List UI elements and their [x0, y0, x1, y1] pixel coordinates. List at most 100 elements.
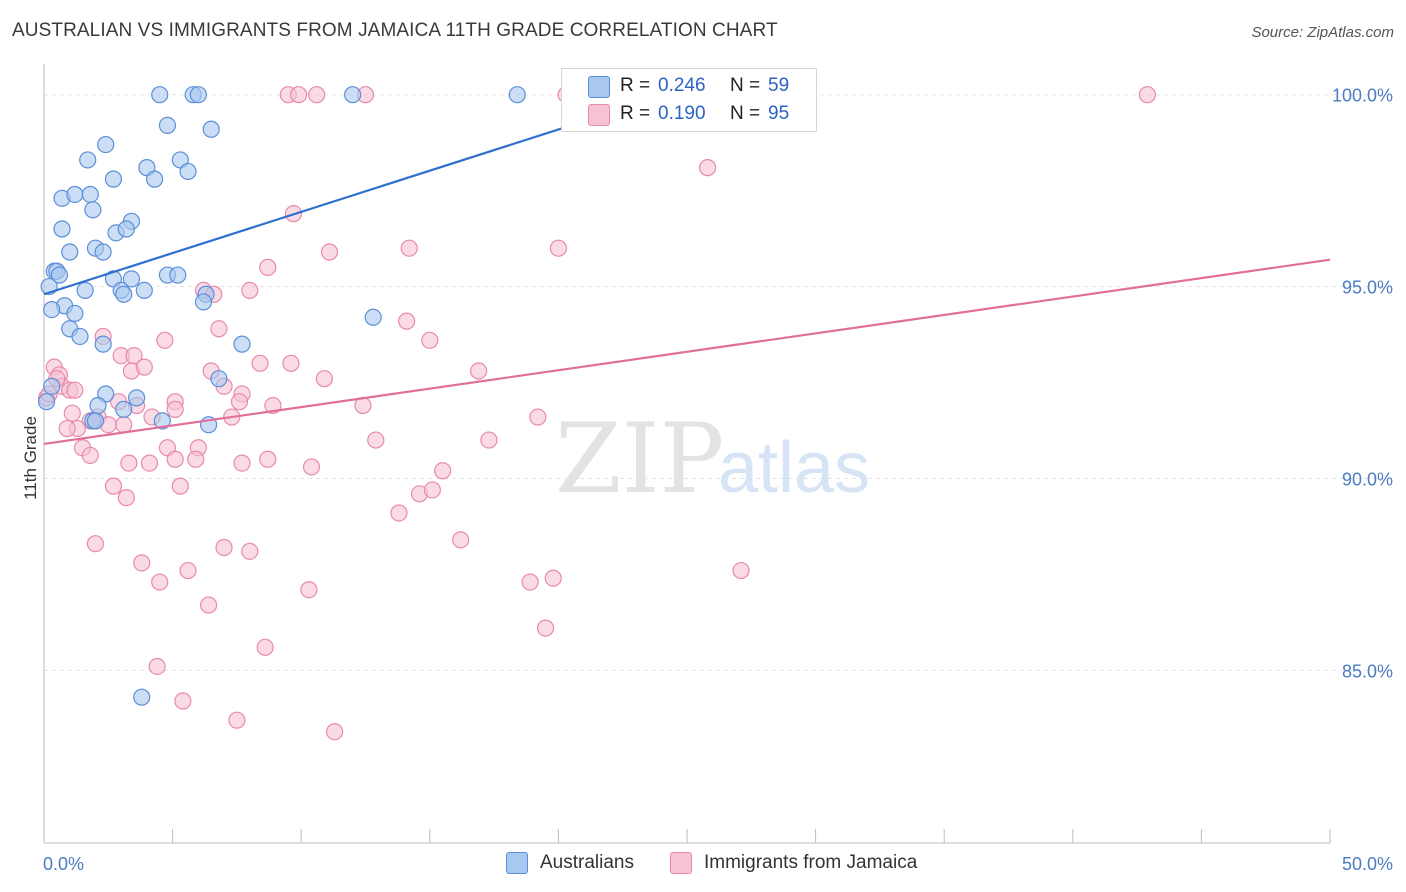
jamaica-point: [171, 477, 189, 495]
australians-point: [194, 293, 213, 311]
jamaica-point: [434, 462, 452, 480]
australians-point: [97, 135, 115, 154]
legend-label-australians: Australians: [540, 852, 634, 873]
grid-lines: [44, 94, 1392, 671]
australians-point: [71, 327, 89, 346]
jamaica-point: [151, 573, 169, 591]
jamaica-point: [241, 281, 259, 300]
jamaica-point: [320, 243, 339, 261]
australians-point: [61, 243, 79, 261]
australians-point: [210, 370, 228, 388]
australians-point: [76, 281, 94, 300]
jamaica-point: [302, 458, 321, 476]
jamaica-point: [63, 404, 81, 422]
jamaica-point: [1138, 86, 1156, 104]
jamaica-point: [179, 561, 197, 580]
jamaica-point: [300, 581, 318, 599]
legend-swatch-blue: [506, 852, 528, 874]
australians-point: [202, 120, 220, 138]
australians-point: [66, 304, 84, 323]
jamaica-point: [698, 159, 717, 177]
jamaica-point: [398, 312, 416, 330]
jamaica-point: [166, 400, 184, 418]
jamaica-point: [521, 573, 539, 591]
australians-point: [37, 393, 56, 411]
australians-point: [133, 688, 151, 706]
jamaica-point: [148, 657, 166, 676]
australians-point: [43, 377, 61, 395]
y-axis-label: 11th Grade: [21, 416, 40, 500]
australians-point: [104, 170, 123, 188]
jamaica-point: [81, 446, 99, 465]
jamaica-point: [86, 535, 105, 553]
jamaica-point: [282, 354, 300, 372]
jamaica-point: [210, 320, 228, 338]
jamaica-point: [166, 450, 184, 468]
legend-n-label: N =: [730, 75, 761, 96]
watermark-zip: ZIP: [555, 403, 724, 515]
legend-item-australians[interactable]: Australians: [506, 852, 634, 874]
legend-r-label: R =: [620, 103, 651, 124]
australians-point: [169, 266, 187, 284]
trend-lines: [43, 124, 1331, 445]
tick-labels: 85.0% 90.0% 95.0% 100.0% 0.0% 50.0%: [43, 86, 1393, 874]
x-tick-label: 50.0%: [1342, 854, 1393, 874]
jamaica-point: [228, 711, 246, 729]
jamaica-point: [140, 454, 159, 472]
australians-point: [89, 396, 107, 415]
australians-point: [122, 270, 141, 288]
x-tick-label: 0.0%: [43, 854, 84, 874]
australians-point: [364, 308, 382, 326]
jamaica-point: [256, 638, 274, 656]
jamaica-point: [470, 362, 488, 380]
australians-point: [115, 400, 133, 418]
jamaica-point: [259, 258, 277, 276]
jamaica-point: [259, 450, 277, 468]
australians-point: [43, 300, 61, 319]
jamaica-point: [230, 393, 249, 411]
australians-point: [158, 116, 177, 134]
jamaica-point: [544, 569, 562, 587]
jamaica-point: [421, 331, 439, 349]
australians-point: [179, 162, 197, 181]
jamaica-point: [241, 542, 259, 560]
jamaica-point: [367, 431, 385, 449]
jamaica-point: [156, 331, 174, 349]
jamaica-point: [390, 504, 408, 522]
legend-item-jamaica[interactable]: Immigrants from Jamaica: [670, 852, 917, 874]
australians-point: [50, 266, 69, 284]
jamaica-trend-line: [43, 258, 1331, 445]
jamaica-point: [135, 358, 153, 376]
jamaica-point: [326, 723, 344, 741]
legend-label-jamaica: Immigrants from Jamaica: [704, 852, 918, 873]
legend-n-value: 59: [768, 75, 790, 96]
jamaica-point: [104, 477, 123, 495]
watermark-atlas: atlas: [718, 428, 870, 508]
jamaica-point: [290, 86, 308, 104]
jamaica-point: [423, 481, 441, 499]
legend-swatch-pink: [670, 852, 692, 874]
legend-swatch-blue: [588, 76, 610, 98]
jamaica-point: [480, 431, 498, 449]
australians-points: [37, 86, 526, 706]
australians-point: [66, 185, 84, 204]
australians-point: [127, 389, 146, 407]
jamaica-point: [732, 561, 750, 580]
legend-stats: R = 0.246 N = 59 R = 0.190 N = 95: [561, 68, 817, 132]
y-tick-label: 90.0%: [1342, 469, 1393, 489]
jamaica-point: [529, 408, 547, 426]
y-tick-label: 85.0%: [1342, 661, 1393, 681]
australians-point: [189, 86, 207, 104]
jamaica-point: [115, 416, 133, 434]
australians-point: [145, 170, 164, 188]
jamaica-point: [215, 538, 233, 557]
jamaica-point: [233, 454, 251, 472]
y-tick-label: 95.0%: [1342, 278, 1393, 298]
legend-swatch-pink: [588, 104, 610, 126]
australians-point: [94, 243, 112, 261]
jamaica-point: [117, 489, 135, 507]
jamaica-point: [549, 239, 568, 257]
jamaica-point: [58, 419, 76, 438]
jamaica-point: [315, 370, 333, 388]
chart-title: AUSTRALIAN VS IMMIGRANTS FROM JAMAICA 11…: [12, 20, 778, 41]
